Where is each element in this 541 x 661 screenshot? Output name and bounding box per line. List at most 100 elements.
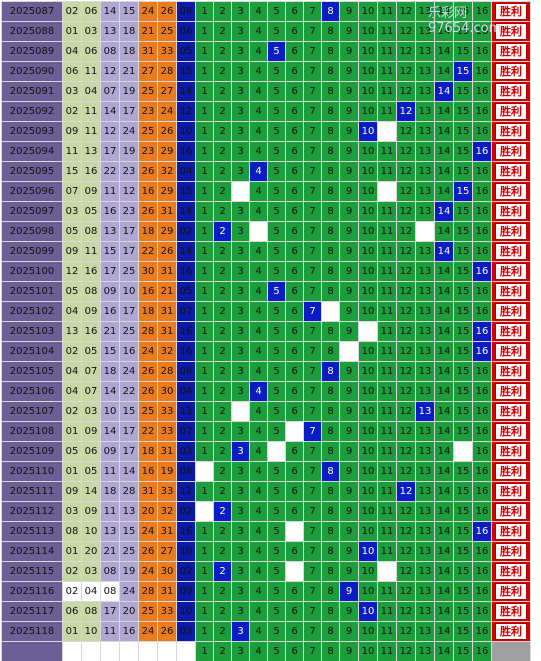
trend-cell: 15 — [453, 241, 473, 262]
trend-cell: 1 — [195, 101, 214, 122]
trend-cell: 10 — [358, 181, 378, 202]
trend-cell: 2 — [213, 441, 232, 462]
draw-row: 2025093 09 11 12 24 25 26 10 1 2 3 4 5 6 7 8 9 10 12 13 14 15… — [1, 121, 531, 142]
trend-cell: 2 — [213, 461, 232, 482]
trend-cell: 14 — [434, 281, 454, 302]
blue-ball-number: 02 — [176, 221, 196, 242]
red-ball-number: 22 — [119, 381, 139, 402]
issue-number: 2025099 — [1, 241, 63, 262]
trend-cell: 7 — [303, 81, 322, 102]
trend-cell: 15 — [453, 261, 473, 282]
trend-cell: 1 — [195, 81, 214, 102]
trend-cell: 5 — [267, 1, 286, 22]
blue-hit-cell: 16 — [472, 341, 492, 362]
trend-cell: 5 — [267, 321, 286, 342]
trend-cell: 4 — [249, 581, 268, 602]
result-cell: 胜利 — [491, 321, 531, 342]
blue-hit-cell: 5 — [267, 281, 286, 302]
blue-ball-number: 05 — [176, 281, 196, 302]
draw-row: 2025117 06 08 17 20 25 33 10 1 2 3 4 5 6 7 8 9 10 11 12 13 14… — [1, 601, 531, 622]
trend-cell: 6 — [285, 321, 304, 342]
trend-cell: 4 — [249, 401, 268, 422]
trend-cell: 5 — [267, 221, 286, 242]
trend-cell: 14 — [434, 1, 454, 22]
result-badge: 胜利 — [495, 103, 527, 120]
trend-cell: 3 — [231, 541, 250, 562]
issue-number: 2025116 — [1, 581, 63, 602]
draw-row: 2025108 01 09 14 17 22 33 07 1 2 3 4 5 7 8 9 10 11 12 13 14 1… — [1, 421, 531, 442]
trend-cell: 13 — [415, 261, 435, 282]
trend-cell: 2 — [213, 281, 232, 302]
red-ball-number: 24 — [138, 1, 158, 22]
blue-hit-cell: 8 — [321, 361, 340, 382]
red-ball-number: 16 — [81, 161, 101, 182]
red-ball-number: 11 — [81, 101, 101, 122]
trend-cell: 1 — [195, 141, 214, 162]
trend-cell: 3 — [231, 41, 250, 62]
trend-cell: 10 — [358, 161, 378, 182]
red-ball-number: 10 — [119, 281, 139, 302]
trend-cell: 4 — [249, 261, 268, 282]
trend-cell: 11 — [377, 601, 397, 622]
blank-cell — [358, 321, 378, 342]
trend-cell: 7 — [303, 121, 322, 142]
trend-cell: 14 — [434, 341, 454, 362]
blue-ball-number: 14 — [176, 201, 196, 222]
blue-ball-number: 15 — [176, 181, 196, 202]
red-ball-number: 17 — [100, 601, 120, 622]
footer-trend-cell: 13 — [415, 641, 435, 661]
trend-cell: 2 — [213, 101, 232, 122]
trend-cell: 16 — [472, 541, 492, 562]
blue-ball-number: 10 — [176, 121, 196, 142]
result-badge: 胜利 — [495, 483, 527, 500]
trend-cell: 1 — [195, 301, 214, 322]
trend-cell: 9 — [339, 121, 359, 142]
trend-cell: 9 — [339, 361, 359, 382]
trend-cell: 16 — [472, 241, 492, 262]
result-badge: 胜利 — [495, 623, 527, 640]
trend-cell: 2 — [213, 301, 232, 322]
draw-row: 2025103 13 16 21 25 28 31 16 1 2 3 4 5 6 7 8 9 11 12 13 14 15… — [1, 321, 531, 342]
trend-cell: 9 — [339, 241, 359, 262]
red-ball-number: 26 — [138, 161, 158, 182]
trend-cell: 7 — [303, 621, 322, 642]
blue-hit-cell: 15 — [453, 61, 473, 82]
red-ball-number: 02 — [62, 401, 82, 422]
trend-cell: 3 — [231, 321, 250, 342]
trend-cell: 16 — [472, 361, 492, 382]
trend-cell: 5 — [267, 81, 286, 102]
blue-hit-cell: 4 — [249, 161, 268, 182]
trend-cell: 13 — [415, 161, 435, 182]
trend-cell: 14 — [434, 541, 454, 562]
trend-cell: 12 — [396, 321, 416, 342]
trend-cell: 3 — [231, 201, 250, 222]
draw-row: 2025090 06 11 12 21 27 28 15 1 2 3 4 5 6 7 8 9 10 11 12 13 14… — [1, 61, 531, 82]
red-ball-number: 19 — [119, 141, 139, 162]
trend-cell: 10 — [358, 1, 378, 22]
trend-cell: 9 — [339, 501, 359, 522]
trend-cell: 4 — [249, 241, 268, 262]
trend-cell: 5 — [267, 201, 286, 222]
red-ball-number: 02 — [62, 561, 82, 582]
issue-number: 2025118 — [1, 621, 63, 642]
red-ball-number: 04 — [62, 381, 82, 402]
trend-cell: 16 — [472, 201, 492, 222]
trend-cell: 15 — [453, 341, 473, 362]
trend-cell: 5 — [267, 121, 286, 142]
trend-cell: 2 — [213, 141, 232, 162]
trend-cell: 15 — [453, 101, 473, 122]
trend-cell: 13 — [415, 81, 435, 102]
trend-cell: 7 — [303, 601, 322, 622]
red-ball-number: 03 — [81, 561, 101, 582]
red-ball-number: 31 — [157, 581, 177, 602]
trend-cell: 6 — [285, 441, 304, 462]
result-badge: 胜利 — [495, 43, 527, 60]
trend-cell: 16 — [472, 381, 492, 402]
trend-cell: 8 — [321, 121, 340, 142]
trend-cell: 4 — [249, 281, 268, 302]
trend-cell: 3 — [231, 101, 250, 122]
result-badge: 胜利 — [495, 363, 527, 380]
trend-cell: 5 — [267, 501, 286, 522]
red-ball-number: 29 — [157, 181, 177, 202]
trend-cell: 12 — [396, 421, 416, 442]
